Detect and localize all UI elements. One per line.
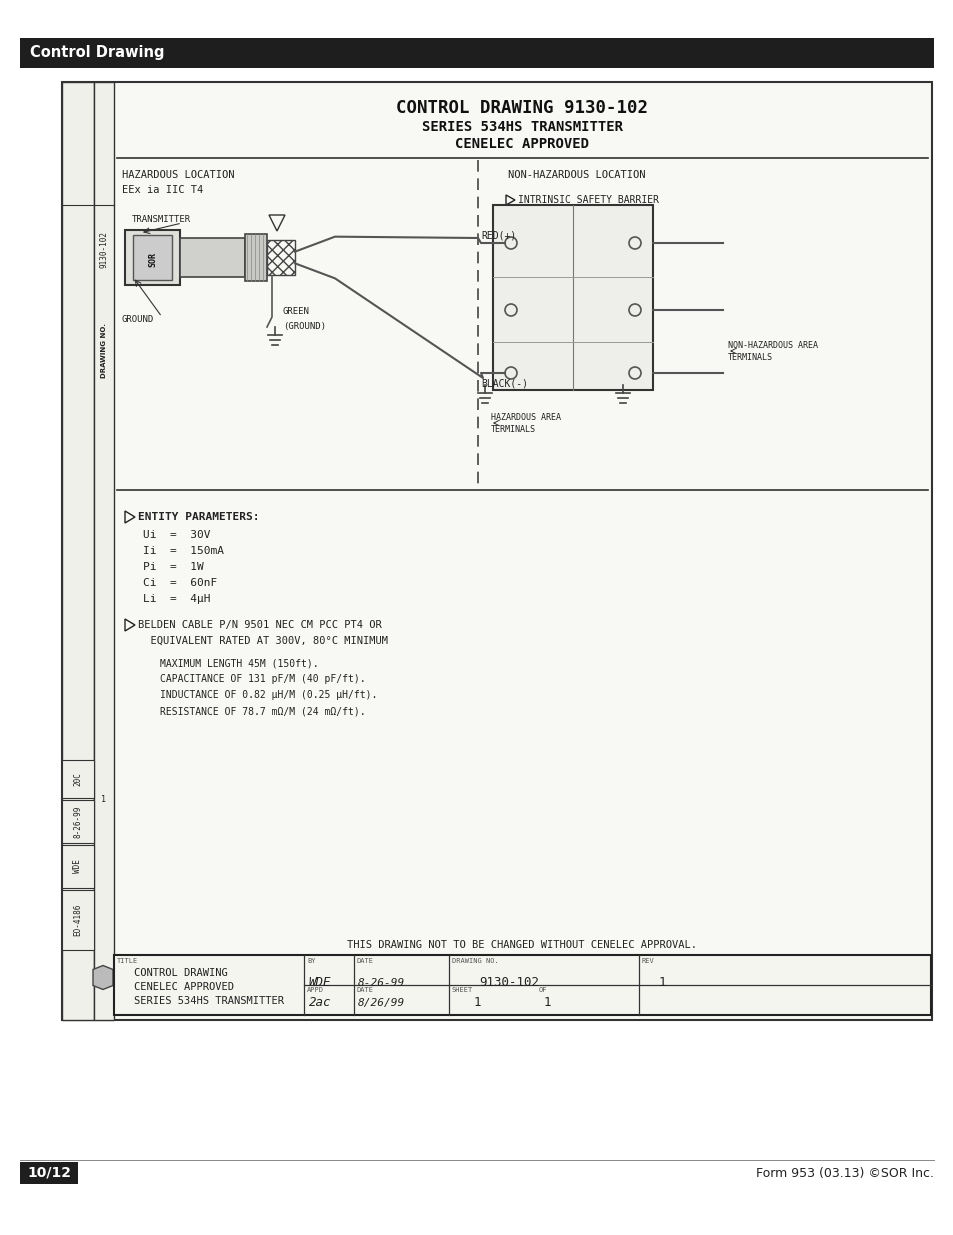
Bar xyxy=(180,238,245,277)
Text: 1: 1 xyxy=(659,977,666,989)
Text: DATE: DATE xyxy=(356,958,374,965)
Text: TERMINALS: TERMINALS xyxy=(491,426,536,435)
Text: INTRINSIC SAFETY BARRIER: INTRINSIC SAFETY BARRIER xyxy=(517,195,659,205)
Bar xyxy=(245,233,267,282)
Text: CONTROL DRAWING 9130-102: CONTROL DRAWING 9130-102 xyxy=(396,99,648,117)
Text: GREEN: GREEN xyxy=(283,308,310,316)
Text: APPD: APPD xyxy=(307,987,324,993)
Text: Form 953 (03.13) ©SOR Inc.: Form 953 (03.13) ©SOR Inc. xyxy=(755,1167,933,1179)
Text: NON-HAZARDOUS LOCATION: NON-HAZARDOUS LOCATION xyxy=(507,170,645,180)
Text: SHEET: SHEET xyxy=(452,987,473,993)
Text: Li  =  4μH: Li = 4μH xyxy=(143,594,211,604)
Text: SERIES 534HS TRANSMITTER: SERIES 534HS TRANSMITTER xyxy=(421,120,622,135)
Text: TERMINALS: TERMINALS xyxy=(727,353,772,363)
Text: Pi  =  1W: Pi = 1W xyxy=(143,562,204,572)
Text: RESISTANCE OF 78.7 mΩ/M (24 mΩ/ft).: RESISTANCE OF 78.7 mΩ/M (24 mΩ/ft). xyxy=(160,706,365,716)
Text: 1: 1 xyxy=(101,794,107,804)
Bar xyxy=(20,1162,78,1184)
Bar xyxy=(62,800,94,844)
Text: INDUCTANCE OF 0.82 μH/M (0.25 μH/ft).: INDUCTANCE OF 0.82 μH/M (0.25 μH/ft). xyxy=(160,690,377,700)
Text: THIS DRAWING NOT TO BE CHANGED WITHOUT CENELEC APPROVAL.: THIS DRAWING NOT TO BE CHANGED WITHOUT C… xyxy=(347,940,697,950)
Text: 8-26-99: 8-26-99 xyxy=(357,978,405,988)
Bar xyxy=(267,240,294,275)
Text: 1: 1 xyxy=(543,997,551,1009)
Text: Control Drawing: Control Drawing xyxy=(30,46,164,61)
Text: BLACK(-): BLACK(-) xyxy=(480,378,527,388)
Bar xyxy=(125,230,180,285)
Text: 2ac: 2ac xyxy=(309,997,331,1009)
Text: WDE: WDE xyxy=(309,977,331,989)
Text: EQUIVALENT RATED AT 300V, 80°C MINIMUM: EQUIVALENT RATED AT 300V, 80°C MINIMUM xyxy=(138,636,388,646)
Text: 8/26/99: 8/26/99 xyxy=(357,998,405,1008)
Text: HAZARDOUS AREA: HAZARDOUS AREA xyxy=(491,412,560,421)
Text: RED(+): RED(+) xyxy=(480,230,516,240)
Text: 9130-102: 9130-102 xyxy=(99,231,109,268)
Text: TITLE: TITLE xyxy=(117,958,138,965)
Text: SERIES 534HS TRANSMITTER: SERIES 534HS TRANSMITTER xyxy=(133,995,284,1007)
Text: HAZARDOUS LOCATION: HAZARDOUS LOCATION xyxy=(122,170,234,180)
Text: NON-HAZARDOUS AREA: NON-HAZARDOUS AREA xyxy=(727,341,817,350)
Text: 1: 1 xyxy=(474,997,481,1009)
Text: DATE: DATE xyxy=(356,987,374,993)
Bar xyxy=(20,38,933,68)
Text: MAXIMUM LENGTH 45M (150ft).: MAXIMUM LENGTH 45M (150ft). xyxy=(160,658,318,668)
Bar xyxy=(62,82,94,1020)
Text: GROUND: GROUND xyxy=(122,315,154,325)
Text: DRAWING NO.: DRAWING NO. xyxy=(452,958,498,965)
Text: 20C: 20C xyxy=(73,772,82,785)
Text: CENELEC APPROVED: CENELEC APPROVED xyxy=(133,982,233,992)
Bar xyxy=(94,82,113,1020)
Text: SOR: SOR xyxy=(148,252,157,267)
Text: 8-26-99: 8-26-99 xyxy=(73,805,82,837)
Text: Ii  =  150mA: Ii = 150mA xyxy=(143,546,224,556)
Text: Ci  =  60nF: Ci = 60nF xyxy=(143,578,217,588)
Text: (GROUND): (GROUND) xyxy=(283,322,326,331)
Text: CAPACITANCE OF 131 pF/M (40 pF/ft).: CAPACITANCE OF 131 pF/M (40 pF/ft). xyxy=(160,674,365,684)
Text: ENTITY PARAMETERS:: ENTITY PARAMETERS: xyxy=(138,513,259,522)
Text: REV: REV xyxy=(641,958,654,965)
Text: 9130-102: 9130-102 xyxy=(478,977,538,989)
Text: 10/12: 10/12 xyxy=(27,1166,71,1179)
Bar xyxy=(493,205,652,390)
Text: BELDEN CABLE P/N 9501 NEC CM PCC PT4 OR: BELDEN CABLE P/N 9501 NEC CM PCC PT4 OR xyxy=(138,620,381,630)
Bar xyxy=(62,760,94,798)
Text: BY: BY xyxy=(307,958,315,965)
Text: EEx ia IIC T4: EEx ia IIC T4 xyxy=(122,185,203,195)
Bar xyxy=(132,235,172,280)
Text: Ui  =  30V: Ui = 30V xyxy=(143,530,211,540)
Text: OF: OF xyxy=(538,987,547,993)
Text: DRAWING NO.: DRAWING NO. xyxy=(101,322,107,378)
Bar xyxy=(62,845,94,888)
Bar xyxy=(62,890,94,950)
Polygon shape xyxy=(92,966,112,989)
Text: CONTROL DRAWING: CONTROL DRAWING xyxy=(133,968,228,978)
Text: WDE: WDE xyxy=(73,860,82,873)
Text: TRANSMITTER: TRANSMITTER xyxy=(132,215,191,225)
Text: EO-4186: EO-4186 xyxy=(73,904,82,936)
Bar xyxy=(113,955,930,1015)
Bar xyxy=(62,82,931,1020)
Text: CENELEC APPROVED: CENELEC APPROVED xyxy=(455,137,589,151)
